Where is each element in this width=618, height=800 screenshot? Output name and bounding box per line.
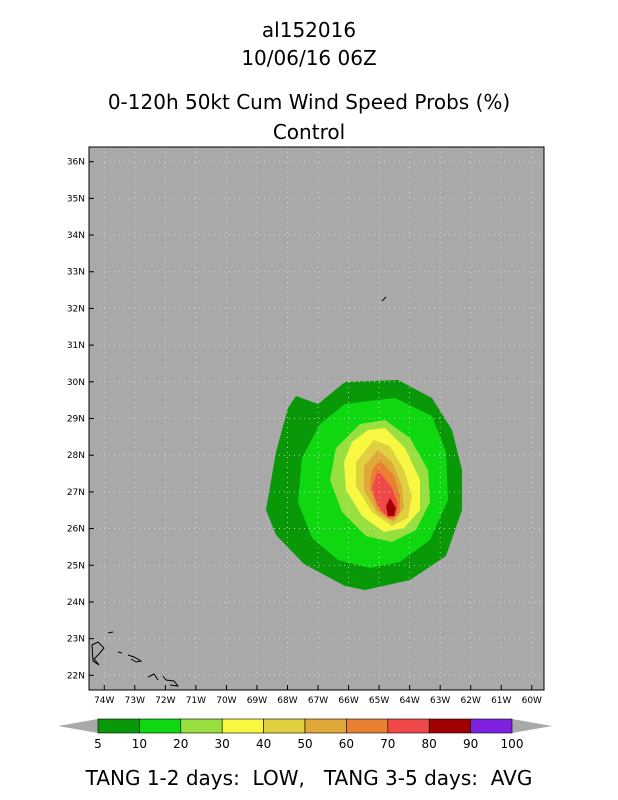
colorbar-swatch <box>139 718 182 734</box>
colorbar: 5 10 20 30 40 50 60 70 80 90 100 <box>58 718 552 751</box>
colorbar-level-label: 60 <box>339 737 354 751</box>
lon-label: 72W <box>155 696 175 706</box>
lat-label: 28N <box>67 451 85 461</box>
lon-label: 74W <box>94 696 114 706</box>
colorbar-right-arrow <box>512 719 552 733</box>
colorbar-level-label: 30 <box>215 737 230 751</box>
lat-label: 36N <box>67 158 85 168</box>
probability-contours <box>266 380 462 590</box>
lat-label: 34N <box>67 231 85 241</box>
colorbar-level-label: 80 <box>422 737 437 751</box>
colorbar-level-label: 100 <box>501 737 524 751</box>
colorbar-level-label: 50 <box>297 737 312 751</box>
lat-label: 30N <box>67 378 85 388</box>
colorbar-swatch <box>180 718 223 734</box>
lon-label: 68W <box>277 696 297 706</box>
latitude-labels: 22N 23N 24N 25N 26N 27N 28N 29N 30N 31N 32N 33N 34N 3… <box>67 158 85 682</box>
lon-label: 63W <box>430 696 450 706</box>
colorbar-level-label: 10 <box>132 737 147 751</box>
contour-80-percent <box>386 498 396 516</box>
datetime-title: 10/06/16 06Z <box>241 46 377 70</box>
graticule <box>89 147 544 690</box>
lat-label: 35N <box>67 194 85 204</box>
colorbar-level-label: 70 <box>380 737 395 751</box>
colorbar-swatch <box>387 718 430 734</box>
lon-label: 67W <box>308 696 328 706</box>
lon-label: 64W <box>399 696 419 706</box>
lat-label: 32N <box>67 304 85 314</box>
lat-label: 24N <box>67 598 85 608</box>
longitude-labels: 74W 73W 72W 71W 70W 69W 68W 67W 66W 65W 64W 63W 62W 6… <box>94 696 542 706</box>
lat-label: 31N <box>67 341 85 351</box>
lon-label: 60W <box>522 696 542 706</box>
storm-id-title: al152016 <box>261 18 357 42</box>
colorbar-boxes <box>97 718 513 734</box>
colorbar-level-label: 20 <box>173 737 188 751</box>
bermuda-island <box>381 296 387 302</box>
tang-footer: TANG 1-2 days: LOW, TANG 3-5 days: AVG <box>85 766 533 790</box>
colorbar-swatch <box>263 718 306 734</box>
lon-label: 66W <box>338 696 358 706</box>
colorbar-left-arrow <box>58 719 98 733</box>
lat-label: 25N <box>67 561 85 571</box>
lon-label: 73W <box>125 696 145 706</box>
colorbar-swatch <box>470 718 513 734</box>
colorbar-swatch <box>346 718 389 734</box>
map-frame <box>88 146 545 691</box>
lat-label: 33N <box>67 268 85 278</box>
lon-label: 61W <box>491 696 511 706</box>
colorbar-swatch <box>304 718 347 734</box>
lat-label: 27N <box>67 488 85 498</box>
colorbar-labels: 5 10 20 30 40 50 60 70 80 90 100 <box>94 737 523 751</box>
lon-label: 70W <box>216 696 236 706</box>
lat-label: 23N <box>67 635 85 645</box>
lat-label: 26N <box>67 525 85 535</box>
colorbar-level-label: 90 <box>463 737 478 751</box>
lon-label: 71W <box>186 696 206 706</box>
colorbar-swatch <box>97 718 140 734</box>
colorbar-swatch <box>221 718 264 734</box>
product-title: 0-120h 50kt Cum Wind Speed Probs (%) <box>107 90 511 114</box>
coastlines <box>91 296 387 687</box>
lon-label: 62W <box>461 696 481 706</box>
colorbar-swatch <box>428 718 471 734</box>
run-title: Control <box>272 120 346 144</box>
lon-label: 69W <box>247 696 267 706</box>
probability-map: 22N 23N 24N 25N 26N 27N 28N 29N 30N 31N 32N 33N 34N 3… <box>67 146 545 706</box>
lon-label: 65W <box>369 696 389 706</box>
colorbar-level-label: 40 <box>256 737 271 751</box>
lat-label: 22N <box>67 671 85 681</box>
colorbar-level-label: 5 <box>94 737 102 751</box>
bahamas-islands <box>91 631 180 687</box>
lat-label: 29N <box>67 415 85 425</box>
